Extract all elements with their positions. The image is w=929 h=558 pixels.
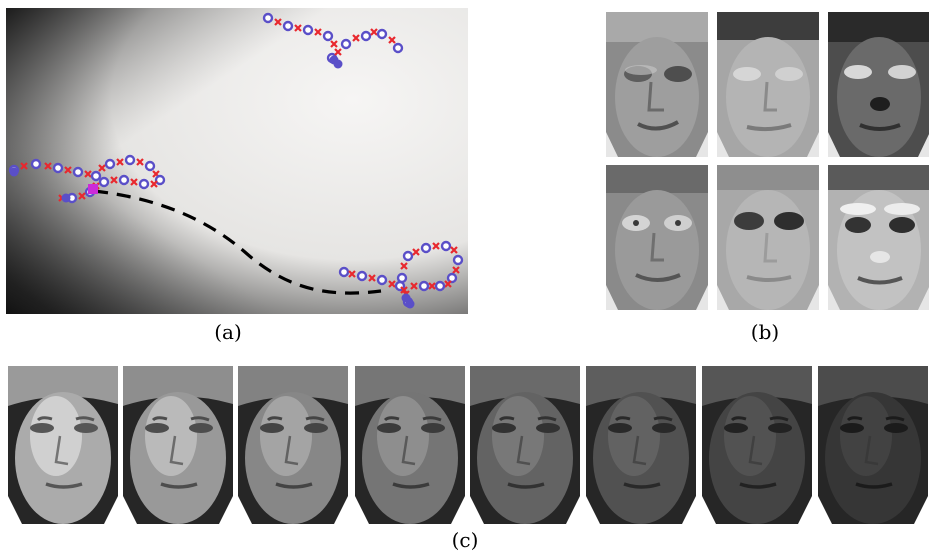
cross-marker	[78, 192, 86, 200]
filled-marker	[333, 59, 343, 69]
face-frame-8	[818, 366, 928, 524]
caption-a: (a)	[214, 320, 242, 344]
eigenface-2	[717, 12, 819, 157]
highlight-point	[88, 184, 98, 194]
cross-marker	[348, 270, 356, 278]
circle-marker	[154, 174, 166, 186]
circle-marker	[452, 254, 464, 266]
cross-marker	[388, 280, 396, 288]
circle-marker	[396, 272, 408, 284]
circle-marker	[322, 30, 334, 42]
circle-marker	[376, 274, 388, 286]
cross-marker	[400, 286, 408, 294]
cross-marker	[116, 158, 124, 166]
circle-marker	[376, 28, 388, 40]
cross-marker	[20, 162, 28, 170]
cross-marker	[274, 18, 282, 26]
face-frame-5	[470, 366, 580, 524]
cross-marker	[110, 176, 118, 184]
circle-marker	[52, 162, 64, 174]
panel-a-trajectory-plot	[6, 8, 468, 314]
circle-marker	[98, 176, 110, 188]
caption-b: (b)	[750, 320, 780, 344]
circle-marker	[138, 178, 150, 190]
circle-marker	[360, 30, 372, 42]
circle-marker	[402, 250, 414, 262]
circle-marker	[338, 266, 350, 278]
filled-marker	[401, 293, 411, 303]
circle-marker	[420, 242, 432, 254]
cross-marker	[130, 178, 138, 186]
cross-marker	[432, 242, 440, 250]
circle-marker	[72, 166, 84, 178]
circle-marker	[124, 154, 136, 166]
eigenface-6	[828, 165, 929, 310]
circle-marker	[30, 158, 42, 170]
circle-marker	[262, 12, 274, 24]
face-frame-2	[123, 366, 233, 524]
circle-marker	[90, 170, 102, 182]
circle-marker	[302, 24, 314, 36]
circle-marker	[118, 174, 130, 186]
circle-marker	[434, 280, 446, 292]
dashed-path	[93, 189, 382, 295]
circle-marker	[144, 160, 156, 172]
face-frame-1	[8, 366, 118, 524]
cross-marker	[452, 266, 460, 274]
circle-marker	[104, 158, 116, 170]
cross-marker	[400, 262, 408, 270]
cross-marker	[84, 170, 92, 178]
filled-marker	[61, 193, 71, 203]
eigenface-3	[828, 12, 929, 157]
cross-marker	[370, 28, 378, 36]
circle-marker	[282, 20, 294, 32]
cross-marker	[294, 24, 302, 32]
cross-marker	[444, 280, 452, 288]
cross-marker	[368, 274, 376, 282]
face-frame-3	[238, 366, 348, 524]
cross-marker	[64, 166, 72, 174]
eigenface-4	[606, 165, 708, 310]
cross-marker	[314, 28, 322, 36]
cross-marker	[352, 34, 360, 42]
cross-marker	[450, 246, 458, 254]
circle-marker	[446, 272, 458, 284]
eigenface-5	[717, 165, 819, 310]
cross-marker	[334, 48, 342, 56]
cross-marker	[330, 40, 338, 48]
cross-marker	[428, 282, 436, 290]
cross-marker	[98, 164, 106, 172]
face-frame-4	[355, 366, 465, 524]
circle-marker	[356, 270, 368, 282]
cross-marker	[136, 158, 144, 166]
face-frame-7	[702, 366, 812, 524]
cross-marker	[410, 282, 418, 290]
cross-marker	[412, 248, 420, 256]
eigenface-1	[606, 12, 708, 157]
circle-marker	[440, 240, 452, 252]
circle-marker	[392, 42, 404, 54]
caption-c: (c)	[451, 528, 479, 552]
cross-marker	[388, 36, 396, 44]
circle-marker	[418, 280, 430, 292]
filled-marker	[9, 167, 19, 177]
circle-marker	[340, 38, 352, 50]
cross-marker	[44, 162, 52, 170]
cross-marker	[150, 180, 158, 188]
trajectory-markers	[8, 12, 464, 309]
face-frame-6	[586, 366, 696, 524]
